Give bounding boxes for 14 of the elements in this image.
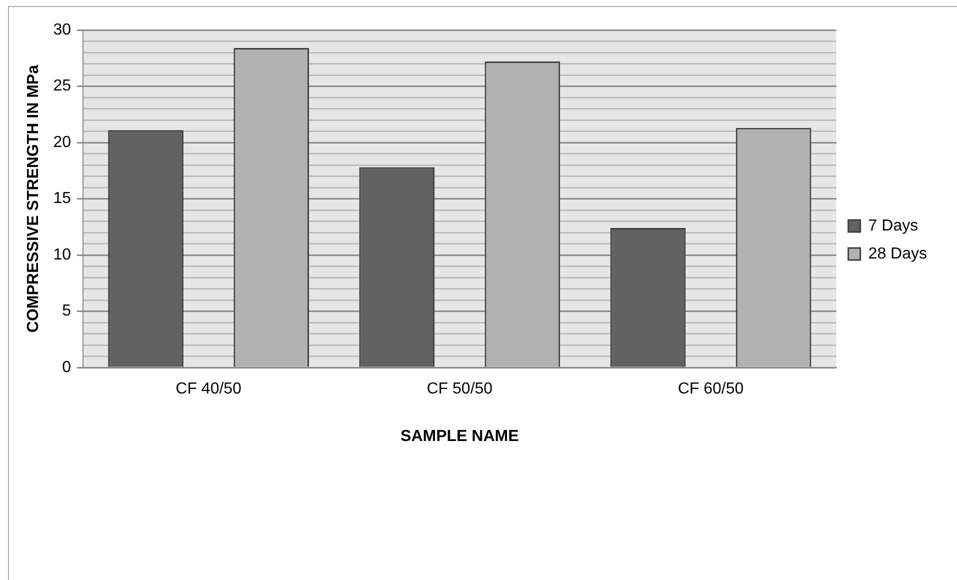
x-tick-label: CF 50/50 <box>426 380 493 398</box>
y-axis-title: COMPRESSIVE STRENGTH IN MPa <box>25 64 42 333</box>
x-axis-title: SAMPLE NAME <box>400 428 520 445</box>
y-tick-label: 20 <box>53 134 72 151</box>
y-tick-label: 15 <box>53 190 72 208</box>
y-tick-label: 25 <box>53 78 72 95</box>
x-tick-label: CF 40/50 <box>176 380 242 398</box>
y-tick-label: 0 <box>62 359 72 376</box>
x-tick-label: CF 60/50 <box>678 380 744 398</box>
y-tick-label: 5 <box>62 302 72 320</box>
y-tick-label: 30 <box>53 21 72 38</box>
legend-label: 28 Days <box>868 245 928 262</box>
legend-label: 7 Days <box>868 217 918 234</box>
y-tick-label: 10 <box>53 246 72 264</box>
